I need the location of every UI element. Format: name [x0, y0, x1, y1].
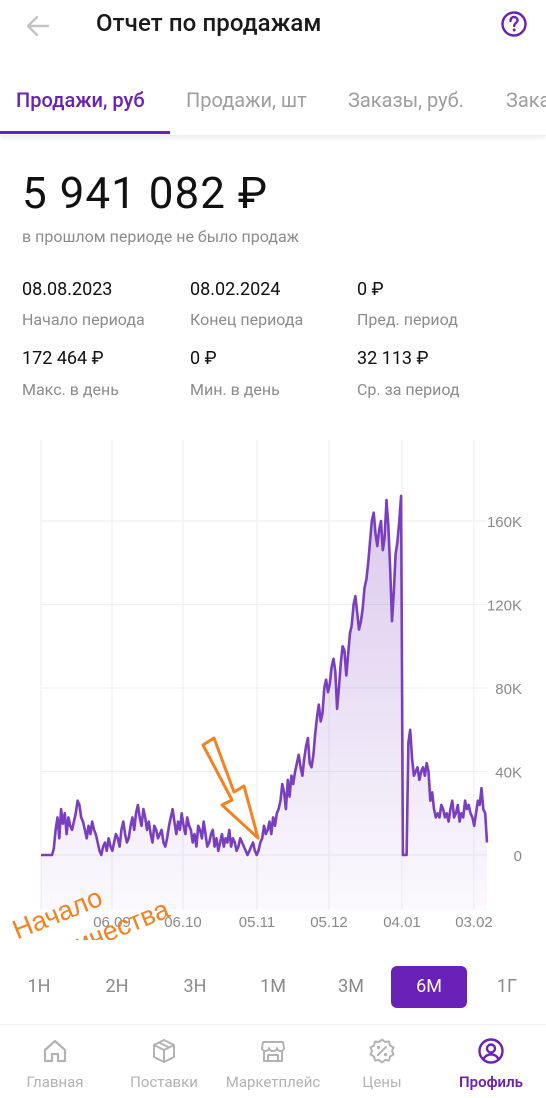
y-tick-label: 40K — [495, 765, 522, 782]
tab-orders-pcs[interactable]: Заказы, шт — [506, 88, 546, 112]
y-tick-label: 120K — [487, 598, 522, 615]
page-title: Отчет по продажам — [96, 9, 322, 37]
period-end-label: Конец периода — [190, 310, 304, 329]
help-icon[interactable] — [500, 10, 528, 38]
previous-period-note: в прошлом периоде не было продаж — [22, 227, 299, 246]
y-tick-label: 0 — [514, 848, 522, 865]
nav-profile[interactable]: Профиль — [436, 1037, 546, 1091]
nav-supplies[interactable]: Поставки — [109, 1037, 219, 1091]
avg-period-label: Ср. за период — [357, 380, 460, 399]
percent-badge-icon — [369, 1038, 395, 1064]
shop-icon — [261, 1041, 285, 1062]
x-axis-ticks: 06.09 06.10 05.11 05.12 04.01 03.02 — [93, 914, 493, 931]
max-per-day-label: Макс. в день — [22, 380, 119, 399]
box-icon — [153, 1039, 175, 1063]
period-start-value: 08.08.2023 — [22, 279, 113, 300]
x-tick-label: 06.09 — [93, 914, 131, 931]
tab-orders-rub[interactable]: Заказы, руб. — [348, 88, 464, 112]
period-1m[interactable]: 1М — [260, 976, 286, 997]
nav-prices[interactable]: Цены — [327, 1037, 437, 1091]
nav-marketplace[interactable]: Маркетплейс — [218, 1037, 328, 1091]
period-1y[interactable]: 1Г — [496, 976, 518, 997]
x-tick-label: 06.10 — [164, 914, 202, 931]
chart-area-fill — [41, 495, 487, 910]
nav-supplies-label: Поставки — [130, 1073, 198, 1091]
max-per-day-value: 172 464 ₽ — [22, 348, 104, 369]
app-header: Отчет по продажам — [0, 0, 546, 52]
period-6m[interactable]: 6М — [391, 966, 467, 1008]
x-tick-label: 05.11 — [239, 914, 275, 931]
period-selector: 1Н 2Н 3Н 1М 3М 6М 1Г — [0, 966, 546, 1012]
y-tick-label: 80K — [495, 681, 522, 698]
report-tabs: Продажи, руб Продажи, шт Заказы, руб. За… — [0, 68, 546, 136]
back-arrow-icon[interactable] — [22, 10, 54, 42]
prev-period-label: Пред. период — [357, 310, 458, 329]
avg-period-value: 32 113 ₽ — [357, 348, 429, 369]
annotation-arrow — [201, 736, 260, 840]
sales-chart[interactable]: 0 40K 80K 120K 160K 06.09 06.10 05.11 05.12 04.0… — [0, 440, 546, 940]
chart-sales-line — [41, 494, 489, 857]
min-per-day-value: 0 ₽ — [190, 348, 217, 369]
y-tick-label: 160K — [487, 514, 522, 531]
nav-profile-label: Профиль — [459, 1073, 523, 1091]
nav-home-label: Главная — [26, 1073, 84, 1091]
min-per-day-label: Мин. в день — [190, 380, 280, 399]
period-start-label: Начало периода — [22, 310, 145, 329]
x-tick-label: 04.01 — [383, 914, 421, 931]
nav-prices-label: Цены — [362, 1073, 402, 1091]
period-3w[interactable]: 3Н — [183, 976, 207, 997]
profile-icon — [478, 1038, 504, 1064]
tab-active-indicator — [0, 131, 170, 134]
bottom-navigation: Главная Поставки Маркетплейс Цены Профил… — [0, 1024, 546, 1098]
y-axis-ticks: 0 40K 80K 120K 160K — [487, 514, 522, 865]
x-tick-label: 05.12 — [310, 914, 348, 931]
period-1w[interactable]: 1Н — [27, 976, 51, 997]
tab-sales-rub[interactable]: Продажи, руб — [16, 88, 145, 112]
total-sales-value: 5 941 082 ₽ — [22, 167, 269, 219]
period-end-value: 08.02.2024 — [190, 279, 281, 300]
nav-home[interactable]: Главная — [0, 1037, 110, 1091]
prev-period-value: 0 ₽ — [357, 279, 384, 300]
period-3m[interactable]: 3М — [338, 976, 364, 997]
period-2w[interactable]: 2Н — [105, 976, 129, 997]
tab-sales-pcs[interactable]: Продажи, шт — [186, 88, 307, 112]
home-icon — [43, 1039, 67, 1063]
nav-marketplace-label: Маркетплейс — [225, 1073, 321, 1091]
x-tick-label: 03.02 — [455, 914, 493, 931]
